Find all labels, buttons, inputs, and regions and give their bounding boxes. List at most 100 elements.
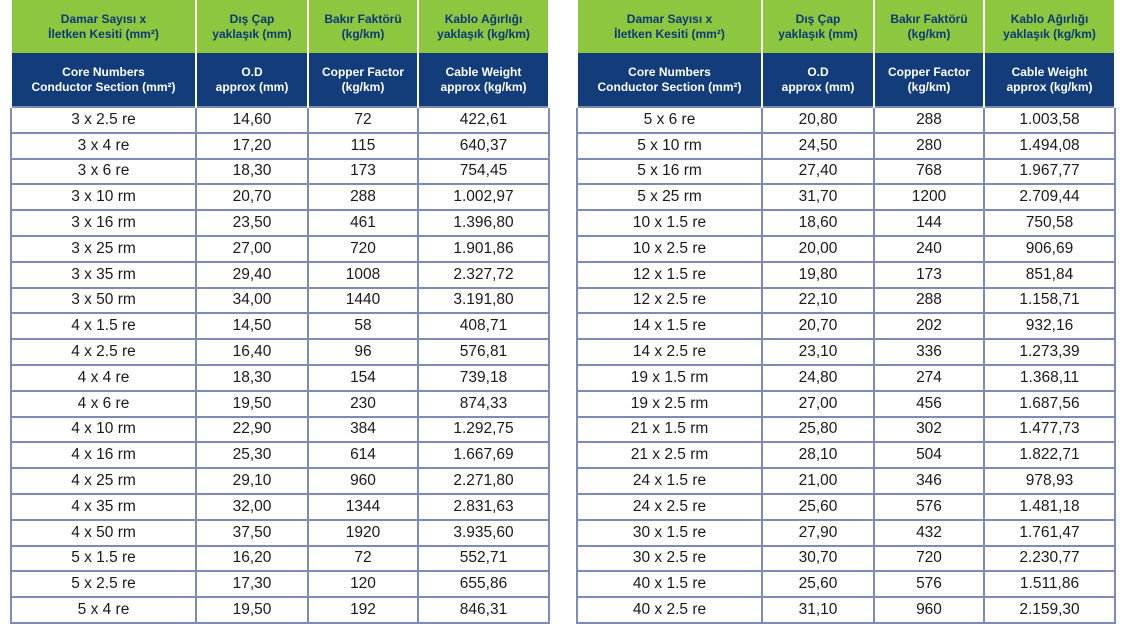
cell-outer-diameter: 16,40 xyxy=(196,339,309,366)
cell-cable-weight: 978,93 xyxy=(984,468,1116,495)
header-core-numbers-tr: Damar Sayısı x İletken Kesiti (mm²) xyxy=(10,0,197,53)
cell-outer-diameter: 23,50 xyxy=(196,210,309,237)
cell-copper-factor: 614 xyxy=(308,442,419,470)
header-row-english: Core Numbers Conductor Section (mm²) O.D a… xyxy=(576,53,1116,107)
cell-cable-weight: 1.368,11 xyxy=(984,364,1116,392)
cell-cable-weight: 2.230,77 xyxy=(984,545,1116,573)
cell-outer-diameter: 37,50 xyxy=(196,519,309,547)
cell-cable-weight: 640,37 xyxy=(418,132,550,160)
table-row: 3 x 4 re 17,20 115 640,37 xyxy=(10,132,550,160)
header-cable-weight-tr: Kablo Ağırlığı yaklaşık (kg/km) xyxy=(983,0,1116,53)
table-row: 5 x 1.5 re 16,20 72 552,71 xyxy=(10,545,550,573)
table-row: 3 x 50 rm 34,00 1440 3.191,80 xyxy=(10,287,550,315)
cell-outer-diameter: 22,10 xyxy=(762,287,875,315)
table-body-right: 5 x 6 re 20,80 288 1.003,58 5 x 10 rm 24,50 28… xyxy=(576,106,1116,624)
header-cable-weight-en: Cable Weight approx (kg/km) xyxy=(983,53,1116,107)
table-row: 5 x 25 rm 31,70 1200 2.709,44 xyxy=(576,184,1116,212)
cell-core-section: 3 x 16 rm xyxy=(10,210,197,237)
cell-outer-diameter: 29,40 xyxy=(196,261,309,289)
cell-outer-diameter: 31,10 xyxy=(762,597,875,624)
cell-copper-factor: 960 xyxy=(874,597,985,624)
header-copper-factor-tr: Bakır Faktörü (kg/km) xyxy=(873,0,985,53)
table-row: 24 x 1.5 re 21,00 346 978,93 xyxy=(576,468,1116,495)
header-copper-factor-en: Copper Factor (kg/km) xyxy=(307,53,419,107)
cell-cable-weight: 1.292,75 xyxy=(418,416,550,444)
cell-core-section: 4 x 35 rm xyxy=(10,493,197,521)
cell-outer-diameter: 27,00 xyxy=(196,235,309,263)
cell-outer-diameter: 20,00 xyxy=(762,235,875,263)
cell-core-section: 10 x 2.5 re xyxy=(576,235,763,263)
cell-core-section: 24 x 2.5 re xyxy=(576,493,763,521)
table-row: 10 x 1.5 re 18,60 144 750,58 xyxy=(576,210,1116,237)
table-row: 10 x 2.5 re 20,00 240 906,69 xyxy=(576,235,1116,263)
table-row: 3 x 16 rm 23,50 461 1.396,80 xyxy=(10,210,550,237)
cell-outer-diameter: 27,90 xyxy=(762,519,875,547)
cell-core-section: 4 x 2.5 re xyxy=(10,339,197,366)
table-row: 30 x 2.5 re 30,70 720 2.230,77 xyxy=(576,545,1116,573)
cell-copper-factor: 456 xyxy=(874,390,985,418)
header-core-numbers-tr: Damar Sayısı x İletken Kesiti (mm²) xyxy=(576,0,763,53)
cell-core-section: 5 x 25 rm xyxy=(576,184,763,212)
cell-core-section: 4 x 4 re xyxy=(10,364,197,392)
cell-cable-weight: 552,71 xyxy=(418,545,550,573)
cell-outer-diameter: 20,80 xyxy=(762,106,875,134)
header-core-numbers-en: Core Numbers Conductor Section (mm²) xyxy=(576,53,763,107)
cell-cable-weight: 422,61 xyxy=(418,106,550,134)
cell-core-section: 5 x 2.5 re xyxy=(10,571,197,599)
header-row-turkish: Damar Sayısı x İletken Kesiti (mm²) Dış Ç… xyxy=(10,0,550,53)
cell-copper-factor: 96 xyxy=(308,339,419,366)
cell-outer-diameter: 34,00 xyxy=(196,287,309,315)
cell-core-section: 4 x 25 rm xyxy=(10,468,197,495)
cell-cable-weight: 1.967,77 xyxy=(984,158,1116,186)
table-row: 5 x 4 re 19,50 192 846,31 xyxy=(10,597,550,624)
cell-copper-factor: 384 xyxy=(308,416,419,444)
cell-cable-weight: 1.396,80 xyxy=(418,210,550,237)
cell-copper-factor: 1440 xyxy=(308,287,419,315)
cell-core-section: 4 x 16 rm xyxy=(10,442,197,470)
cell-outer-diameter: 14,60 xyxy=(196,106,309,134)
cell-core-section: 19 x 2.5 rm xyxy=(576,390,763,418)
cell-cable-weight: 1.158,71 xyxy=(984,287,1116,315)
cell-copper-factor: 154 xyxy=(308,364,419,392)
table-row: 3 x 35 rm 29,40 1008 2.327,72 xyxy=(10,261,550,289)
cell-core-section: 12 x 1.5 re xyxy=(576,261,763,289)
cell-copper-factor: 173 xyxy=(308,158,419,186)
cell-copper-factor: 120 xyxy=(308,571,419,599)
cell-outer-diameter: 18,30 xyxy=(196,158,309,186)
table-row: 40 x 1.5 re 25,60 576 1.511,86 xyxy=(576,571,1116,599)
table-row: 21 x 1.5 rm 25,80 302 1.477,73 xyxy=(576,416,1116,444)
cell-outer-diameter: 18,60 xyxy=(762,210,875,237)
cell-copper-factor: 288 xyxy=(874,287,985,315)
table-row: 5 x 6 re 20,80 288 1.003,58 xyxy=(576,106,1116,134)
cell-copper-factor: 960 xyxy=(308,468,419,495)
cell-cable-weight: 1.511,86 xyxy=(984,571,1116,599)
cell-core-section: 10 x 1.5 re xyxy=(576,210,763,237)
cell-core-section: 30 x 1.5 re xyxy=(576,519,763,547)
header-row-turkish: Damar Sayısı x İletken Kesiti (mm²) Dış Ç… xyxy=(576,0,1116,53)
cell-outer-diameter: 27,40 xyxy=(762,158,875,186)
table-row: 30 x 1.5 re 27,90 432 1.761,47 xyxy=(576,519,1116,547)
cell-outer-diameter: 25,60 xyxy=(762,493,875,521)
cell-cable-weight: 1.481,18 xyxy=(984,493,1116,521)
header-cable-weight-tr: Kablo Ağırlığı yaklaşık (kg/km) xyxy=(417,0,550,53)
header-outer-diameter-tr: Dış Çap yaklaşık (mm) xyxy=(761,0,875,53)
cell-cable-weight: 754,45 xyxy=(418,158,550,186)
table-row: 19 x 1.5 rm 24,80 274 1.368,11 xyxy=(576,364,1116,392)
cell-cable-weight: 1.901,86 xyxy=(418,235,550,263)
cell-outer-diameter: 25,30 xyxy=(196,442,309,470)
cell-core-section: 4 x 50 rm xyxy=(10,519,197,547)
cell-cable-weight: 1.687,56 xyxy=(984,390,1116,418)
cell-cable-weight: 874,33 xyxy=(418,390,550,418)
header-outer-diameter-en: O.D approx (mm) xyxy=(195,53,309,107)
cell-core-section: 3 x 6 re xyxy=(10,158,197,186)
cell-cable-weight: 1.477,73 xyxy=(984,416,1116,444)
cell-cable-weight: 2.159,30 xyxy=(984,597,1116,624)
table-row: 4 x 1.5 re 14,50 58 408,71 xyxy=(10,313,550,341)
table-row: 12 x 1.5 re 19,80 173 851,84 xyxy=(576,261,1116,289)
cell-cable-weight: 906,69 xyxy=(984,235,1116,263)
cell-outer-diameter: 28,10 xyxy=(762,442,875,470)
cell-core-section: 3 x 50 rm xyxy=(10,287,197,315)
cell-cable-weight: 2.709,44 xyxy=(984,184,1116,212)
table-row: 4 x 2.5 re 16,40 96 576,81 xyxy=(10,339,550,366)
cell-cable-weight: 3.935,60 xyxy=(418,519,550,547)
